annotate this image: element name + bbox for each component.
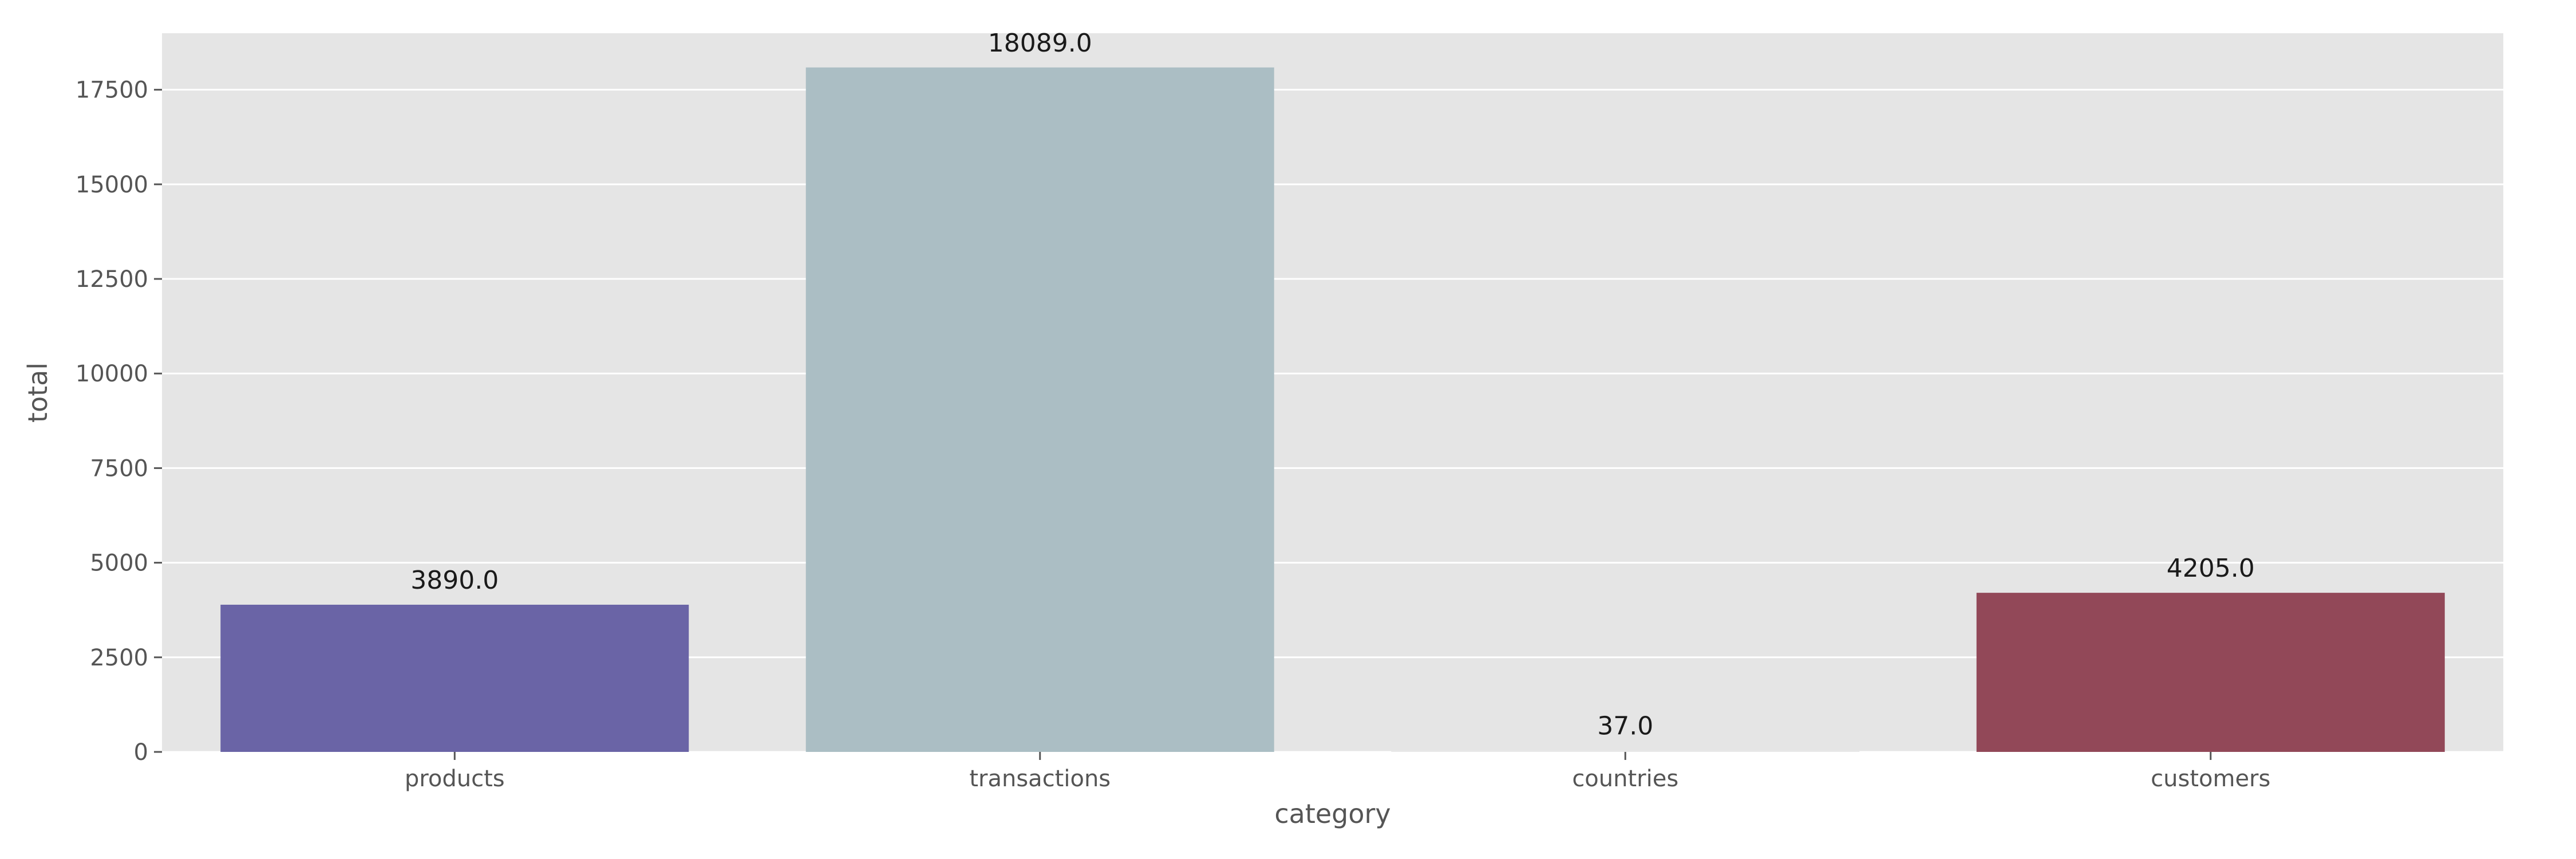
y-axis: 0 2500 5000 7500 10000 12500 15000 17500 bbox=[76, 77, 162, 766]
y-tick-label: 12500 bbox=[76, 266, 148, 293]
y-tick-label: 5000 bbox=[90, 550, 148, 577]
x-tick-label-countries: countries bbox=[1572, 766, 1678, 792]
y-tick-label: 10000 bbox=[76, 361, 148, 387]
x-tick-label-transactions: transactions bbox=[969, 766, 1111, 792]
bar-countries bbox=[1391, 750, 1860, 752]
y-tick-label: 0 bbox=[134, 739, 148, 766]
data-label-products: 3890.0 bbox=[410, 566, 499, 595]
y-tick-label: 2500 bbox=[90, 645, 148, 671]
y-tick-label: 17500 bbox=[76, 77, 148, 104]
data-label-countries: 37.0 bbox=[1597, 712, 1653, 741]
y-tick-label: 15000 bbox=[76, 172, 148, 198]
bar-customers bbox=[1976, 593, 2445, 752]
y-tick-label: 7500 bbox=[90, 455, 148, 482]
data-label-customers: 4205.0 bbox=[2167, 554, 2255, 583]
x-axis: products transactions countries customers bbox=[405, 752, 2270, 792]
bars bbox=[220, 67, 2445, 752]
y-axis-label: total bbox=[22, 362, 53, 423]
x-axis-label: category bbox=[1274, 798, 1390, 829]
data-labels: 3890.0 18089.0 37.0 4205.0 bbox=[410, 29, 2254, 741]
x-tick-label-products: products bbox=[405, 766, 505, 792]
bar-transactions bbox=[805, 67, 1274, 752]
x-tick-label-customers: customers bbox=[2151, 766, 2270, 792]
data-label-transactions: 18089.0 bbox=[988, 29, 1092, 58]
bar-products bbox=[220, 604, 689, 752]
